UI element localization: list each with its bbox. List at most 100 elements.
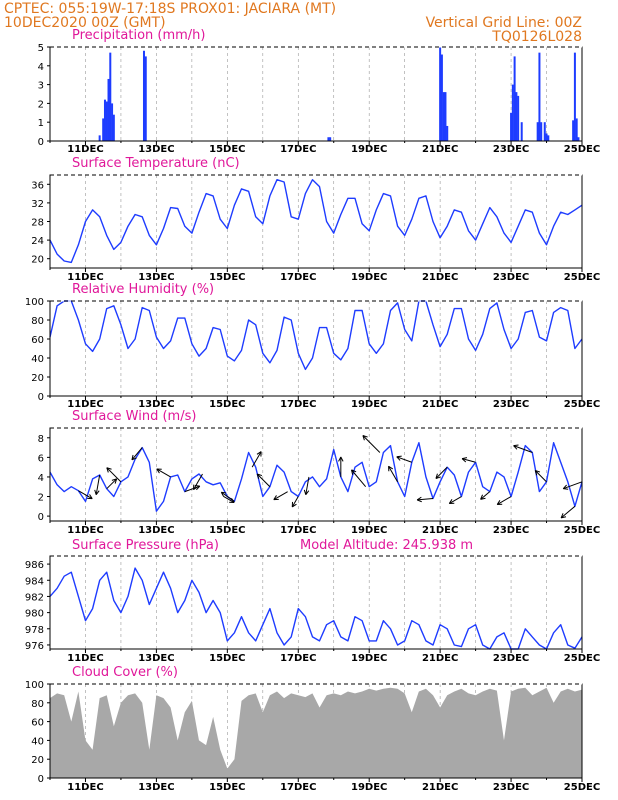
y-tick-label: 1	[38, 118, 44, 129]
x-tick-label: 15DEC	[209, 272, 245, 283]
y-tick-label: 100	[25, 680, 44, 691]
precip-bar	[510, 112, 513, 141]
wind-arrow-head	[388, 465, 394, 472]
precip-bar	[112, 114, 115, 141]
panel-frame	[49, 427, 583, 522]
series-line	[49, 179, 583, 264]
x-tick-label: 13DEC	[138, 653, 174, 664]
y-tick-label: 20	[31, 255, 44, 266]
x-tick-label: 17DEC	[280, 525, 316, 536]
x-tick-label: 15DEC	[209, 525, 245, 536]
precip-bar	[543, 122, 546, 141]
precip-bar	[515, 92, 518, 141]
x-tick-label: 15DEC	[209, 782, 245, 793]
precip-bar	[520, 122, 523, 141]
x-tick-label: 13DEC	[138, 399, 174, 410]
x-tick-label: 11DEC	[67, 399, 103, 410]
wind-arrow	[273, 491, 288, 501]
y-tick-label: 20	[31, 755, 44, 766]
x-tick-label: 21DEC	[422, 144, 458, 155]
y-tick-label: 24	[31, 236, 44, 247]
wind-arrow-head	[435, 473, 441, 479]
precip-bar	[442, 92, 445, 141]
precip-bar	[547, 135, 550, 141]
x-tick-label: 23DEC	[493, 525, 529, 536]
wind-arrow-head	[220, 491, 227, 497]
y-tick-label: 982	[25, 592, 44, 603]
wind-arrow-head	[106, 467, 112, 473]
wind-arrow-head	[193, 484, 198, 491]
precip-bar	[105, 101, 108, 141]
wind-arrow-head	[461, 457, 468, 463]
y-tick-label: 100	[25, 297, 44, 308]
y-tick-label: 60	[31, 718, 44, 729]
x-tick-label: 25DEC	[564, 782, 600, 793]
wind-arrow	[449, 496, 462, 504]
y-tick-label: 980	[25, 609, 44, 620]
y-tick-label: 0	[38, 137, 44, 148]
panel-title: Relative Humidity (%)	[72, 282, 214, 297]
precip-bar	[538, 52, 541, 141]
y-tick-label: 5	[38, 43, 44, 54]
wind-arrow-head	[156, 468, 162, 474]
x-tick-label: 19DEC	[351, 525, 387, 536]
x-tick-label: 23DEC	[493, 272, 529, 283]
x-tick-label: 21DEC	[422, 653, 458, 664]
x-tick-label: 25DEC	[564, 653, 600, 664]
precip-bar	[511, 84, 514, 141]
x-tick-label: 13DEC	[138, 525, 174, 536]
series-line	[49, 442, 583, 512]
wind-arrow	[534, 470, 547, 483]
precip-bar	[440, 54, 443, 141]
y-tick-label: 4	[38, 62, 44, 73]
x-tick-label: 17DEC	[280, 653, 316, 664]
x-tick-label: 19DEC	[351, 272, 387, 283]
x-tick-label: 19DEC	[351, 144, 387, 155]
wind-arrow	[106, 478, 117, 490]
y-tick-label: 32	[31, 199, 44, 210]
x-tick-label: 23DEC	[493, 782, 529, 793]
wind-arrow	[351, 469, 367, 488]
x-tick-label: 17DEC	[280, 272, 316, 283]
wind-arrow	[417, 497, 434, 501]
wind-arrow	[362, 435, 381, 453]
y-tick-label: 4	[38, 473, 44, 484]
x-tick-label: 13DEC	[138, 144, 174, 155]
x-tick-label: 23DEC	[493, 144, 529, 155]
precip-bar	[577, 137, 580, 141]
wind-arrow	[256, 473, 271, 488]
x-tick-label: 23DEC	[493, 399, 529, 410]
x-tick-label: 19DEC	[351, 782, 387, 793]
wind-arrow-head	[94, 489, 100, 495]
y-tick-label: 3	[38, 81, 44, 92]
wind-arrow-head	[480, 494, 486, 500]
header-model: TQ0126L028	[491, 29, 582, 45]
precip-bar	[142, 50, 145, 142]
wind-arrow	[251, 451, 262, 468]
x-tick-label: 11DEC	[67, 782, 103, 793]
wind-arrow	[480, 491, 491, 500]
y-tick-label: 0	[38, 512, 44, 523]
panel-title: Surface Pressure (hPa)	[72, 538, 219, 553]
y-tick-label: 40	[31, 354, 44, 365]
precip-bar	[102, 118, 105, 141]
wind-arrow	[560, 505, 576, 519]
x-tick-label: 21DEC	[422, 399, 458, 410]
precip-bar	[98, 135, 101, 141]
panel-6: Cloud Cover (%) 0 20 40 60 80 100 11DEC 13DEC 15D…	[25, 665, 600, 793]
y-tick-label: 0	[38, 392, 44, 403]
x-tick-label: 17DEC	[280, 144, 316, 155]
wind-arrow	[223, 496, 235, 503]
precip-bar	[107, 78, 110, 141]
wind-arrow-head	[111, 478, 118, 484]
x-tick-label: 13DEC	[138, 782, 174, 793]
x-tick-label: 25DEC	[564, 525, 600, 536]
y-tick-label: 984	[25, 576, 44, 587]
wind-arrow	[106, 467, 122, 483]
panel-1: Precipitation (mm/h) 0 1 2 3 4 5 11DEC 13DEC 15DE…	[38, 28, 601, 155]
wind-arrow-head	[396, 455, 402, 461]
panel-title: Cloud Cover (%)	[72, 665, 178, 680]
wind-arrow	[78, 490, 93, 500]
y-tick-label: 0	[38, 774, 44, 785]
panel-4: Surface Wind (m/s) 0 2 4 6 8 11DEC 13DEC 15DEC 17…	[38, 409, 601, 536]
